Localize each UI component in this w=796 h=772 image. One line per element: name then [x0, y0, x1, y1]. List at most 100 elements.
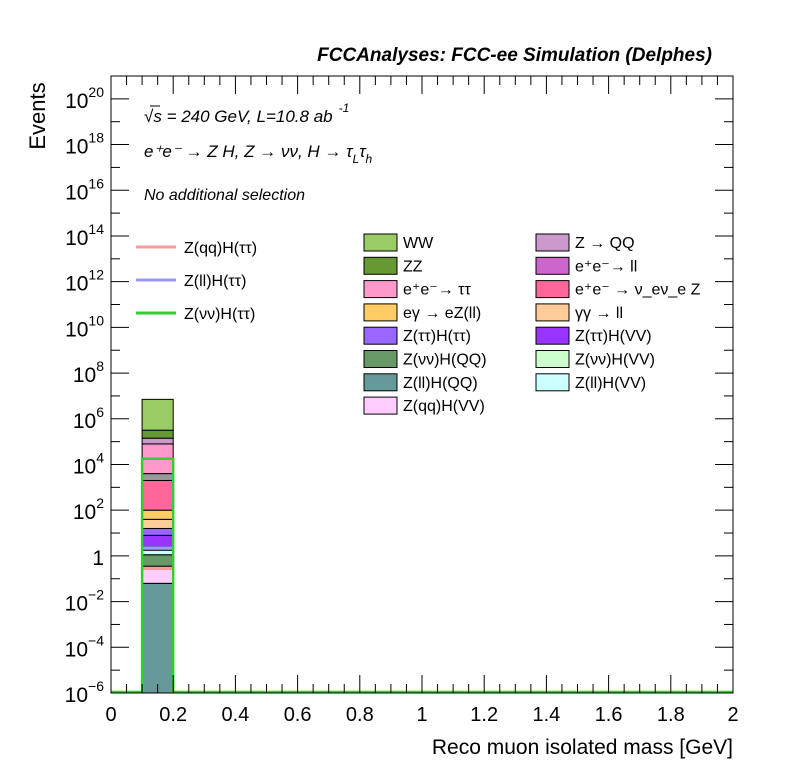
legend-label-e-ez-ll: eγ → eZ(ll) — [403, 305, 481, 322]
legend-swatch-e-e — [363, 280, 398, 299]
y-tick-base: 10 — [65, 684, 88, 707]
y-tick-base: 10 — [65, 227, 88, 250]
y-tick-exponent: −6 — [88, 678, 104, 694]
legend-label-z-h-qq: Z(νν)H(QQ) — [403, 352, 487, 369]
y-tick-base: 10 — [73, 455, 96, 478]
legend-swatch-z-ll-h-vv — [535, 373, 570, 392]
y-tick-base: 10 — [65, 318, 88, 341]
legend-label-z-h-vv: Z(ττ)H(VV) — [575, 328, 652, 345]
y-tick-exponent: −4 — [88, 632, 104, 648]
tau-second: τ — [359, 142, 367, 161]
x-tick-label: 2 — [727, 704, 738, 726]
y-tick-base: 10 — [73, 364, 96, 387]
lumi-exponent: -1 — [339, 101, 350, 115]
y-tick-base: 1 — [92, 547, 104, 570]
y-tick-label: 108 — [73, 358, 104, 387]
x-axis-ticks: 0 0.2 0.4 0.6 0.8 1 1.2 1.4 1.6 1.8 2 — [105, 76, 739, 726]
chart-title: FCCAnalyses: FCC-ee Simulation (Delphes) — [317, 45, 712, 66]
y-tick-label: 1010 — [65, 312, 104, 341]
energy-annotation: √s = 240 GeV, L=10.8 ab -1 — [144, 101, 349, 126]
bar-segment-13 — [141, 437, 174, 445]
legend-label-ll: γγ → ll — [575, 305, 623, 322]
bar-segment-4 — [141, 549, 174, 556]
x-tick-label: 1.2 — [470, 704, 498, 726]
bar-segment-8 — [141, 518, 174, 529]
y-axis-label: Events — [25, 82, 50, 149]
process-annotation: e⁺e⁻ → Z H, Z → νν, H → τLτh — [144, 142, 373, 166]
y-tick-exponent: 18 — [88, 130, 104, 146]
stacked-bars — [141, 398, 174, 694]
x-tick-label: 0.4 — [221, 704, 249, 726]
y-tick-exponent: 4 — [96, 449, 104, 465]
y-tick-label: 1016 — [65, 175, 104, 204]
bar-segment-11 — [141, 473, 174, 481]
x-tick-label: 0.6 — [284, 704, 312, 726]
tau-sub-h: h — [366, 152, 373, 166]
y-tick-base: 10 — [65, 181, 88, 204]
y-tick-label: 10−4 — [65, 632, 105, 661]
y-tick-label: 1020 — [65, 84, 104, 113]
x-tick-label: 1.4 — [532, 704, 560, 726]
y-tick-base: 10 — [65, 136, 88, 159]
x-tick-label: 0.8 — [346, 704, 374, 726]
legend-label-e-e-ll: e⁺e⁻→ ll — [575, 258, 637, 275]
y-tick-exponent: 6 — [96, 404, 104, 420]
energy-prefix: s — [153, 107, 162, 126]
y-tick-base: 10 — [65, 273, 88, 296]
sqrt-symbol: √ — [144, 107, 154, 126]
legend-swatch-z-h-vv — [535, 350, 570, 368]
y-tick-base: 10 — [65, 90, 88, 113]
legend-swatch-e-e-e-e-z — [535, 280, 570, 299]
y-tick-label: 1018 — [65, 130, 104, 159]
legend-label-z-qq: Z → QQ — [575, 235, 635, 252]
bar-segment-6 — [141, 534, 174, 548]
annotations: √s = 240 GeV, L=10.8 ab -1 e⁺e⁻ → Z H, Z … — [144, 101, 373, 204]
bar-segment-10 — [141, 479, 174, 511]
y-tick-label: 10−6 — [65, 678, 105, 707]
legend-swatch-z-h — [363, 326, 398, 345]
y-axis-ticks: 10−610−410−21102104106108101010121014101… — [65, 75, 733, 707]
y-tick-label: 1014 — [65, 221, 104, 250]
y-tick-label: 104 — [73, 449, 104, 478]
y-tick-base: 10 — [65, 638, 88, 661]
y-tick-exponent: −2 — [88, 587, 104, 603]
x-tick-label: 1.8 — [657, 704, 685, 726]
process-text: e⁺e⁻ → Z H, Z → νν, H → τ — [144, 142, 354, 161]
legend-swatch-ww — [363, 233, 398, 252]
y-tick-exponent: 12 — [88, 267, 104, 283]
y-tick-base: 10 — [73, 501, 96, 524]
tau-sub-l: L — [353, 152, 360, 166]
selection-annotation: No additional selection — [144, 187, 305, 204]
legend-signals: Z(qq)H(ττ) Z(ll)H(ττ) Z(νν)H(ττ) — [136, 240, 257, 323]
legend-label-z-ll-h-qq: Z(ll)H(QQ) — [403, 375, 478, 392]
legend-swatch-zz — [363, 256, 398, 275]
y-tick-label: 1012 — [65, 267, 104, 296]
x-tick-label: 1.6 — [595, 704, 623, 726]
legend-label-z-h: Z(ττ)H(ττ) — [403, 328, 471, 345]
bar-segment-1 — [141, 582, 174, 694]
legend-label-z-qq-h-vv: Z(qq)H(VV) — [403, 398, 485, 415]
y-tick-label: 102 — [73, 495, 104, 524]
bar-segment-14 — [141, 429, 174, 439]
legend-swatch-z-qq — [535, 233, 570, 252]
y-tick-exponent: 8 — [96, 358, 104, 374]
legend-label-z-h-vv: Z(νν)H(VV) — [575, 352, 655, 369]
bar-segment-3 — [141, 554, 174, 567]
legend-label-z-ll-h-vv: Z(ll)H(VV) — [575, 375, 646, 392]
legend-swatch-e-e-ll — [535, 256, 570, 275]
y-tick-base: 10 — [65, 593, 88, 616]
legend-label-e-e: e⁺e⁻→ ττ — [403, 282, 471, 299]
y-tick-exponent: 2 — [96, 495, 104, 511]
y-tick-exponent: 14 — [88, 221, 104, 237]
legend-label-z-ll-h: Z(ll)H(ττ) — [184, 273, 246, 290]
legend-label-zz: ZZ — [403, 258, 423, 275]
y-tick-exponent: 20 — [88, 84, 104, 100]
legend-swatch-z-qq-h-vv — [363, 396, 398, 415]
y-tick-label: 106 — [73, 404, 104, 433]
legend-label-z-qq-h: Z(qq)H(ττ) — [184, 240, 257, 257]
y-tick-base: 10 — [73, 410, 96, 433]
x-tick-label: 1 — [416, 704, 427, 726]
y-tick-exponent: 16 — [88, 175, 104, 191]
